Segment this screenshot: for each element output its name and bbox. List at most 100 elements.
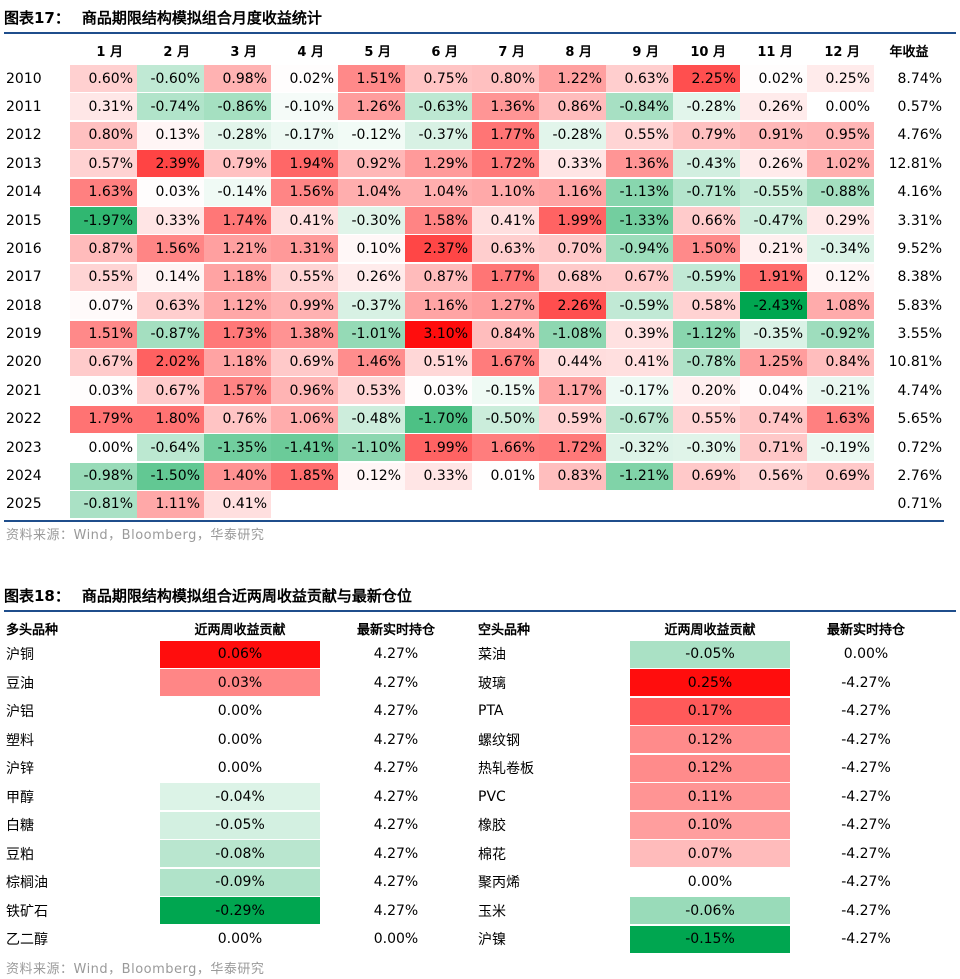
return-cell: 1.51% [338,65,405,93]
short-commodity-name: 沪镍 [478,932,506,949]
short-contribution-cell: -0.15% [630,925,790,953]
return-cell: 1.72% [472,150,539,178]
return-cell: 0.12% [807,263,874,291]
return-cell: -0.30% [338,207,405,235]
long-position-cell: 4.27% [373,646,419,663]
return-cell: 1.79% [70,405,137,433]
return-cell: 0.14% [137,263,204,291]
year-label: 2016 [6,240,42,257]
return-cell: 0.00% [70,434,137,462]
long-contribution-cell: 0.00% [160,925,320,953]
table-row: 沪锌 0.00% 4.27% 热轧卷板 0.12% -4.27% [4,754,944,783]
return-cell: 1.66% [472,434,539,462]
return-cell: 0.39% [606,320,673,348]
return-cell: 0.57% [70,150,137,178]
return-cell: 1.26% [338,93,405,121]
return-cell: 1.02% [807,150,874,178]
return-cell: -0.14% [204,178,271,206]
month-header: 4 月 [297,44,324,60]
return-cell: -0.10% [271,93,338,121]
return-cell: -0.84% [606,93,673,121]
long-contribution-cell: -0.29% [160,897,320,925]
table-row: 2021 0.03% 0.67% 1.57% 0.96% 0.53% 0.03% -0.15%… [4,377,944,405]
annual-return-cell: 5.65% [897,411,942,428]
long-contribution-cell: -0.04% [160,783,320,811]
return-cell: -0.48% [338,405,405,433]
year-label: 2010 [6,70,42,87]
return-cell: 0.41% [472,207,539,235]
annual-return-cell: 0.71% [897,496,942,513]
return-cell: -1.10% [338,434,405,462]
table-row: 白糖 -0.05% 4.27% 橡胶 0.10% -4.27% [4,811,944,840]
return-cell: -0.17% [271,121,338,149]
return-cell: -1.70% [405,405,472,433]
return-cell [271,491,338,518]
return-cell: -0.92% [807,320,874,348]
return-cell: 0.71% [740,434,807,462]
header-short-pos: 最新实时持仓 [826,622,905,638]
long-position-cell: 4.27% [373,674,419,691]
year-label: 2018 [6,297,42,314]
return-cell: 0.41% [271,207,338,235]
short-contribution-cell: 0.17% [630,697,790,725]
long-commodity-name: 豆油 [6,675,34,692]
long-position-cell: 4.27% [373,760,419,777]
return-cell: 0.86% [539,93,606,121]
table-row: 豆粕 -0.08% 4.27% 棉花 0.07% -4.27% [4,840,944,869]
return-cell: 0.29% [807,207,874,235]
return-cell: 0.53% [338,377,405,405]
return-cell: -0.71% [673,178,740,206]
table-row: 铁矿石 -0.29% 4.27% 玉米 -0.06% -4.27% [4,897,944,926]
table2-header-row: 多头品种 近两周收益贡献 最新实时持仓 空头品种 近两周收益贡献 最新实时持仓 [4,616,944,640]
return-cell: 0.25% [807,65,874,93]
long-commodity-name: 沪铜 [6,647,34,664]
long-commodity-name: 乙二醇 [6,932,48,949]
long-position-cell: 4.27% [373,703,419,720]
return-cell [740,491,807,518]
return-cell: -0.59% [673,263,740,291]
return-cell: -0.19% [807,434,874,462]
long-commodity-name: 豆粕 [6,846,34,863]
return-cell: 1.10% [472,178,539,206]
long-commodity-name: 甲醇 [6,789,34,806]
short-contribution-cell: -0.05% [630,640,790,668]
return-cell: 0.95% [807,121,874,149]
return-cell: -0.37% [338,292,405,320]
long-contribution-cell: 0.00% [160,726,320,754]
short-commodity-name: 橡胶 [478,818,506,835]
table2-title: 商品期限结构模拟组合近两周收益贡献与最新仓位 [81,587,412,605]
table-row: 沪铝 0.00% 4.27% PTA 0.17% -4.27% [4,697,944,726]
return-cell: -0.43% [673,150,740,178]
return-cell: 0.44% [539,348,606,376]
table-row: 2011 0.31% -0.74% -0.86% -0.10% 1.26% -0.63% 1.… [4,93,944,121]
return-cell: 0.20% [673,377,740,405]
return-cell: 0.99% [271,292,338,320]
return-cell: 0.98% [204,65,271,93]
return-cell [673,491,740,518]
return-cell: -0.17% [606,377,673,405]
return-cell: -1.41% [271,434,338,462]
return-cell: 1.18% [204,263,271,291]
annual-return-cell: 3.31% [897,212,942,229]
year-label: 2022 [6,411,42,428]
long-contribution-cell: 0.06% [160,640,320,668]
return-cell: -0.98% [70,462,137,490]
return-cell: 0.92% [338,150,405,178]
table1-title-bar: 图表17： 商品期限结构模拟组合月度收益统计 [4,2,956,34]
short-contribution-cell: 0.12% [630,726,790,754]
return-cell: -0.35% [740,320,807,348]
annual-return-cell: 2.76% [897,468,942,485]
return-cell: -0.87% [137,320,204,348]
annual-return-cell: 4.74% [897,382,942,399]
return-cell: 1.36% [472,93,539,121]
return-cell: 1.40% [204,462,271,490]
return-cell: 1.18% [204,348,271,376]
short-commodity-name: PTA [478,703,504,720]
table-row: 2016 0.87% 1.56% 1.21% 1.31% 0.10% 2.37% 0.63% 0… [4,235,944,263]
return-cell: 1.16% [405,292,472,320]
annual-return-cell: 0.72% [897,439,942,456]
return-cell: 0.00% [807,93,874,121]
return-cell: 0.26% [740,93,807,121]
return-cell: 0.67% [137,377,204,405]
return-cell: 1.91% [740,263,807,291]
